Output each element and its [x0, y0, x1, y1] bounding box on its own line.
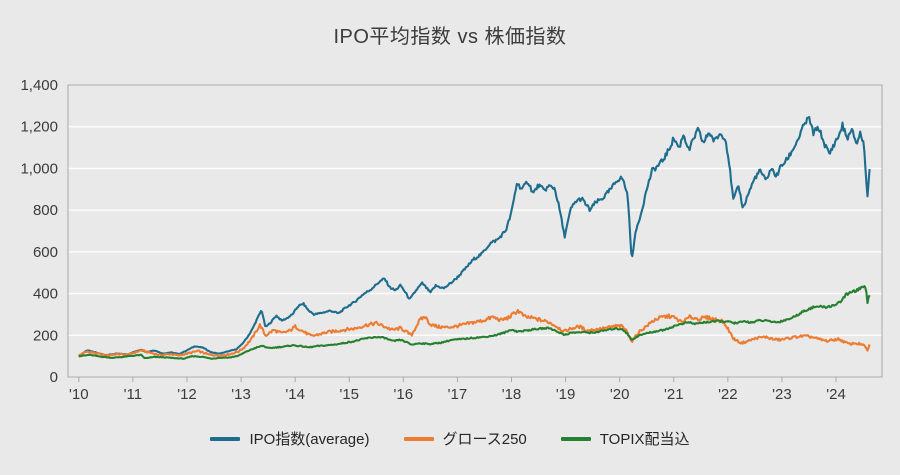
chart-title: IPO平均指数 vs 株価指数: [333, 26, 567, 48]
x-axis-label: '24: [826, 386, 846, 403]
legend-item: グロース250: [403, 428, 527, 449]
y-axis-label: 200: [33, 327, 58, 344]
y-axis-label: 400: [33, 286, 58, 303]
y-axis-label: 800: [33, 202, 58, 219]
x-axis-label: '16: [394, 386, 414, 403]
x-axis-label: '14: [285, 386, 305, 403]
y-axis-label: 1,200: [20, 119, 58, 136]
legend-swatch-icon: [210, 436, 241, 441]
legend-item: IPO指数(average): [210, 428, 370, 449]
series-line-3: [78, 285, 871, 360]
x-axis-label: '10: [69, 386, 89, 403]
plot-border: [67, 84, 883, 378]
legend-label: TOPIX配当込: [599, 431, 690, 448]
x-axis-label: '18: [502, 386, 522, 403]
y-axis-label: 1,400: [20, 77, 58, 94]
legend-swatch-icon: [560, 436, 591, 441]
x-axis-label: '20: [610, 386, 630, 403]
legend-label: グロース250: [442, 431, 527, 448]
x-axis-label: '11: [124, 386, 142, 403]
legend-item: TOPIX配当込: [560, 428, 690, 449]
y-axis-label: 600: [33, 244, 58, 261]
series-line-1: [78, 115, 871, 358]
x-axis-label: '17: [448, 386, 468, 403]
y-axis-label: 1,000: [20, 160, 58, 177]
x-axis-label: '22: [718, 386, 738, 403]
x-axis-label: '15: [339, 386, 359, 403]
x-axis-label: '13: [231, 386, 251, 403]
x-axis-label: '19: [556, 386, 576, 403]
x-axis-label: '12: [177, 386, 197, 403]
series-line-2: [77, 308, 871, 358]
x-axis-label: '21: [664, 386, 684, 403]
legend-swatch-icon: [403, 436, 434, 441]
y-axis-label: 0: [50, 369, 58, 386]
chart-legend: IPO指数(average) グロース250 TOPIX配当込: [0, 428, 900, 449]
legend-label: IPO指数(average): [249, 431, 370, 448]
x-axis-label: '23: [772, 386, 792, 403]
